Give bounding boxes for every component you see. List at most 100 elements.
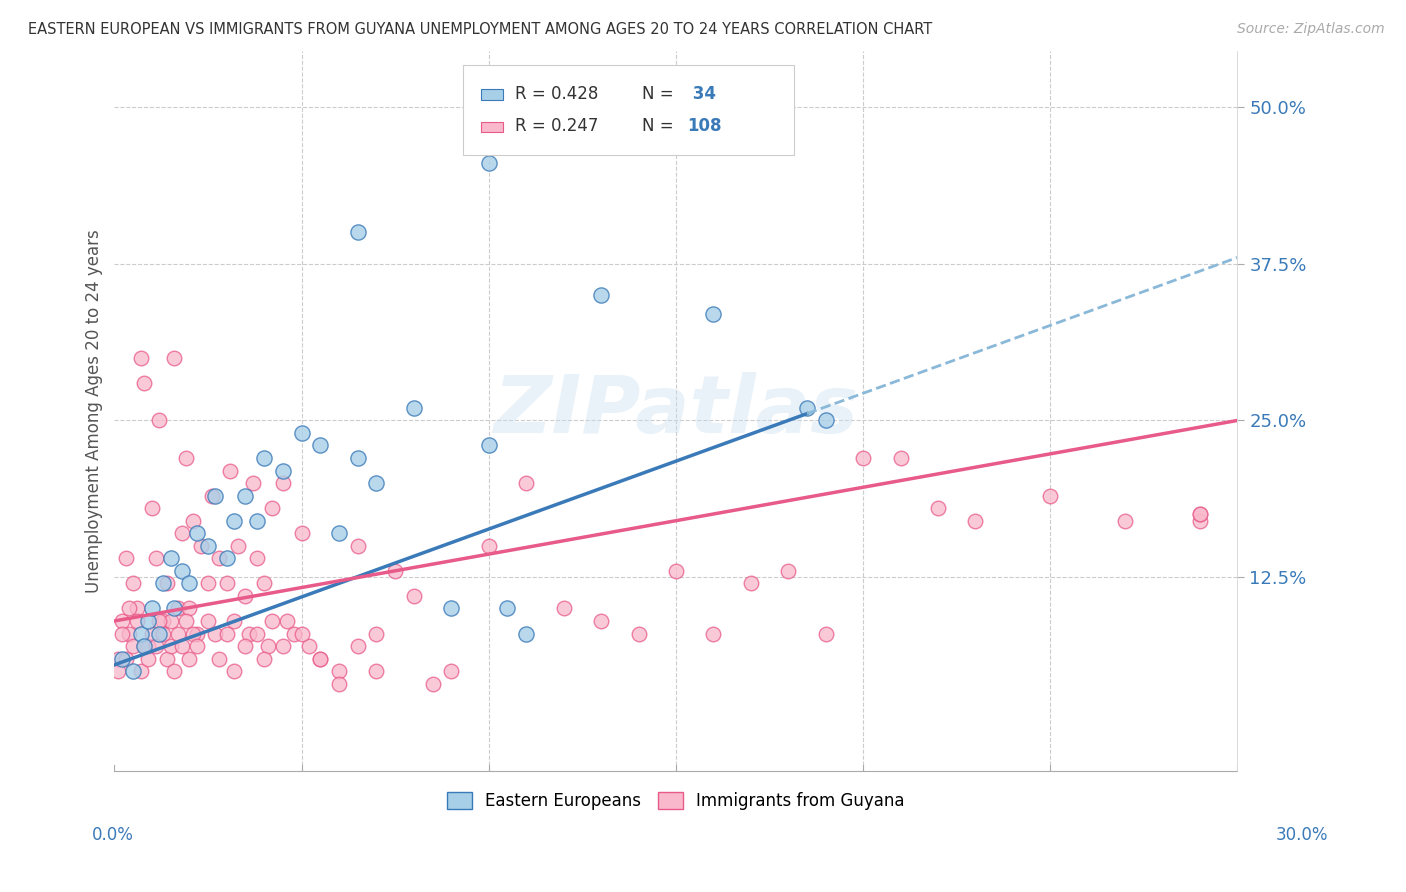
Text: 0.0%: 0.0%	[91, 826, 134, 844]
Point	[134, 376, 156, 390]
Point	[136, 651, 159, 665]
Point	[276, 614, 298, 628]
Point	[159, 639, 181, 653]
Point	[204, 626, 226, 640]
Point	[515, 626, 537, 640]
Point	[366, 476, 388, 491]
Point	[346, 226, 368, 240]
FancyBboxPatch shape	[481, 121, 503, 132]
Point	[186, 639, 208, 653]
Point	[197, 539, 219, 553]
Point	[271, 464, 294, 478]
Point	[170, 639, 193, 653]
Point	[271, 476, 294, 491]
Point	[283, 626, 305, 640]
Point	[702, 626, 724, 640]
Point	[384, 564, 406, 578]
Point	[148, 626, 170, 640]
Point	[163, 664, 186, 678]
Point	[170, 564, 193, 578]
Text: 30.0%: 30.0%	[1277, 826, 1329, 844]
Point	[125, 601, 148, 615]
Point	[148, 413, 170, 427]
Point	[328, 676, 350, 690]
Point	[298, 639, 321, 653]
Point	[242, 476, 264, 491]
Point	[309, 651, 332, 665]
Point	[553, 601, 575, 615]
Text: N =: N =	[643, 85, 679, 103]
Point	[125, 614, 148, 628]
Point	[156, 651, 179, 665]
Text: Source: ZipAtlas.com: Source: ZipAtlas.com	[1237, 22, 1385, 37]
Point	[290, 626, 312, 640]
Legend: Eastern Europeans, Immigrants from Guyana: Eastern Europeans, Immigrants from Guyan…	[440, 786, 911, 817]
Point	[702, 307, 724, 321]
Point	[890, 450, 912, 465]
Point	[114, 651, 136, 665]
Point	[167, 601, 190, 615]
Point	[740, 576, 762, 591]
Point	[111, 614, 134, 628]
Point	[219, 464, 242, 478]
Point	[515, 476, 537, 491]
Text: ZIPatlas: ZIPatlas	[494, 372, 859, 450]
Point	[478, 539, 501, 553]
Point	[290, 425, 312, 440]
Point	[179, 576, 201, 591]
Y-axis label: Unemployment Among Ages 20 to 24 years: Unemployment Among Ages 20 to 24 years	[86, 229, 103, 593]
Point	[328, 664, 350, 678]
Point	[235, 589, 257, 603]
Point	[1189, 514, 1212, 528]
Point	[478, 156, 501, 170]
Point	[167, 626, 190, 640]
Point	[224, 614, 246, 628]
Point	[208, 651, 231, 665]
Point	[253, 450, 276, 465]
Point	[181, 514, 204, 528]
Point	[129, 351, 152, 365]
Point	[174, 450, 197, 465]
Point	[591, 614, 613, 628]
Point	[190, 539, 212, 553]
Point	[141, 501, 163, 516]
Point	[204, 489, 226, 503]
Point	[134, 639, 156, 653]
Point	[778, 564, 800, 578]
Point	[186, 626, 208, 640]
Point	[665, 564, 688, 578]
Point	[197, 576, 219, 591]
Point	[224, 664, 246, 678]
Point	[208, 551, 231, 566]
Text: R = 0.247: R = 0.247	[516, 118, 599, 136]
Point	[402, 589, 425, 603]
Point	[136, 614, 159, 628]
Point	[309, 438, 332, 452]
Point	[186, 526, 208, 541]
Point	[226, 539, 249, 553]
Point	[136, 639, 159, 653]
Point	[1039, 489, 1062, 503]
Point	[246, 551, 269, 566]
Point	[107, 651, 129, 665]
Text: EASTERN EUROPEAN VS IMMIGRANTS FROM GUYANA UNEMPLOYMENT AMONG AGES 20 TO 24 YEAR: EASTERN EUROPEAN VS IMMIGRANTS FROM GUYA…	[28, 22, 932, 37]
Point	[235, 489, 257, 503]
Point	[145, 639, 167, 653]
Point	[152, 576, 174, 591]
Point	[1114, 514, 1136, 528]
Point	[141, 626, 163, 640]
Point	[159, 614, 181, 628]
Point	[159, 551, 181, 566]
Point	[235, 639, 257, 653]
Point	[134, 639, 156, 653]
Point	[290, 526, 312, 541]
Point	[215, 551, 238, 566]
Point	[111, 626, 134, 640]
Point	[965, 514, 987, 528]
Point	[129, 664, 152, 678]
Point	[852, 450, 875, 465]
Point	[107, 664, 129, 678]
Point	[366, 626, 388, 640]
Point	[346, 639, 368, 653]
Point	[260, 614, 283, 628]
